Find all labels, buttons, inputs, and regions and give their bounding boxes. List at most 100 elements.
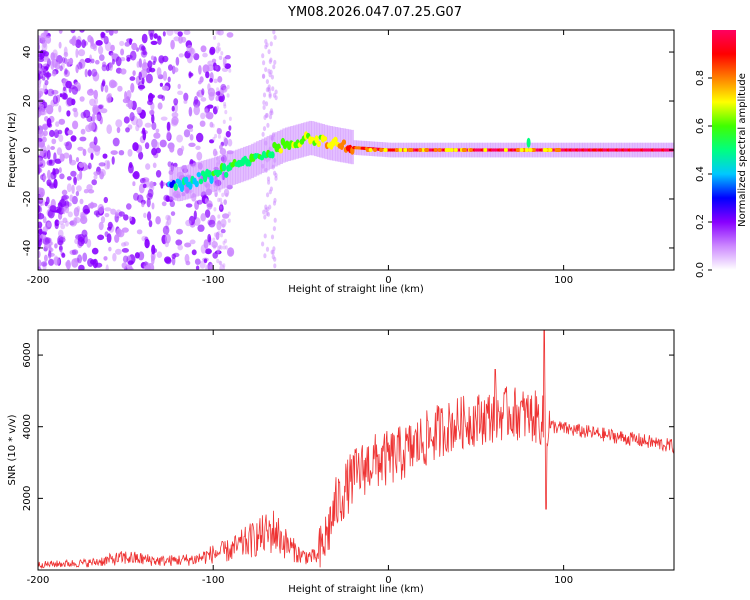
noise-blob — [38, 228, 43, 235]
noise-blob — [49, 129, 55, 138]
ridge-highlight — [468, 148, 473, 152]
noise-blob — [129, 38, 132, 45]
noise-blob — [165, 195, 170, 202]
noise-blob — [82, 149, 86, 156]
noise-blob — [122, 98, 129, 104]
noise-blob — [87, 146, 95, 154]
noise-blob — [185, 260, 191, 266]
noise-blob — [125, 103, 132, 108]
noise-blob — [222, 240, 226, 245]
noise-blob — [226, 32, 234, 38]
ridge-point — [224, 171, 229, 178]
noise-blob — [204, 209, 211, 218]
noise-blob — [63, 86, 66, 92]
noise-blob — [208, 219, 216, 228]
noise-blob — [110, 208, 117, 215]
noise-blob — [79, 30, 85, 33]
y-tick-label: 4000 — [22, 414, 33, 439]
ridge-point — [221, 163, 227, 172]
noise-blob — [214, 133, 218, 139]
ridge-halo — [342, 128, 347, 163]
noise-blob — [266, 176, 271, 182]
ridge-point — [209, 175, 214, 185]
noise-blob — [169, 200, 175, 207]
noise-blob — [160, 116, 168, 121]
ridge-highlight — [461, 148, 466, 152]
ridge-halo — [324, 124, 328, 160]
noise-blob — [268, 189, 272, 195]
noise-blob — [217, 246, 221, 251]
noise-blob — [177, 83, 181, 90]
noise-blob — [167, 76, 171, 83]
colorbar-ticks: 0.0 0.2 0.4 0.6 0.8 — [695, 70, 712, 278]
noise-blob — [38, 88, 46, 94]
noise-blob — [97, 234, 105, 241]
noise-blob — [73, 110, 79, 118]
noise-blob — [111, 58, 115, 65]
ridge-highlight — [365, 148, 370, 152]
noise-blob — [65, 80, 72, 89]
noise-blob — [201, 88, 205, 96]
ridge-highlight — [543, 148, 548, 152]
noise-blob — [63, 46, 68, 56]
noise-blob — [261, 131, 265, 137]
noise-blob — [44, 237, 51, 244]
noise-blob — [56, 55, 63, 64]
noise-blob — [123, 214, 129, 221]
noise-blob — [272, 226, 276, 232]
noise-blob — [111, 156, 115, 165]
noise-blob — [271, 86, 275, 92]
noise-blob — [38, 266, 42, 270]
noise-blob — [181, 145, 185, 152]
noise-blob — [213, 35, 216, 40]
noise-blob — [71, 195, 78, 205]
noise-blob — [38, 50, 43, 58]
noise-blob — [77, 236, 85, 247]
noise-blob — [93, 136, 98, 146]
noise-blob — [214, 192, 218, 197]
noise-blob — [75, 64, 79, 74]
noise-blob — [191, 249, 197, 256]
noise-blob — [218, 95, 224, 102]
noise-blob — [269, 110, 273, 116]
noise-blob — [77, 49, 86, 57]
noise-blob — [45, 35, 52, 44]
noise-blob — [57, 220, 64, 225]
noise-blob — [228, 250, 233, 256]
noise-blob — [132, 181, 136, 187]
noise-blob — [126, 203, 132, 210]
noise-blob — [167, 121, 171, 132]
noise-blob — [45, 196, 50, 205]
noise-blob — [196, 132, 204, 143]
noise-blob — [218, 220, 221, 225]
noise-blob — [217, 30, 221, 35]
noise-blob — [42, 130, 48, 137]
noise-blob — [206, 112, 214, 120]
noise-blob — [94, 262, 103, 268]
noise-blob — [69, 159, 77, 166]
ridge-highlight — [503, 148, 508, 152]
noise-blob — [76, 205, 81, 213]
noise-blob — [273, 263, 277, 269]
ridge-highlight — [368, 148, 373, 152]
noise-blob — [262, 60, 266, 66]
noise-blob — [38, 212, 45, 220]
noise-blob — [189, 127, 194, 132]
noise-blob — [264, 44, 268, 50]
noise-blob — [173, 98, 179, 106]
noise-blob — [156, 35, 161, 41]
noise-blob — [213, 232, 217, 237]
noise-blob — [138, 84, 146, 90]
noise-blob — [161, 201, 167, 207]
noise-blob — [123, 241, 130, 246]
noise-blob — [206, 200, 213, 210]
noise-blob — [168, 64, 173, 71]
noise-blob — [261, 74, 266, 79]
noise-blob — [136, 229, 143, 235]
noise-blob — [83, 109, 91, 119]
noise-blob — [172, 67, 179, 73]
noise-blob — [162, 31, 166, 37]
y-tick-label: 6000 — [22, 342, 33, 367]
snr-series-line — [38, 330, 674, 570]
ridge-point — [341, 139, 347, 145]
